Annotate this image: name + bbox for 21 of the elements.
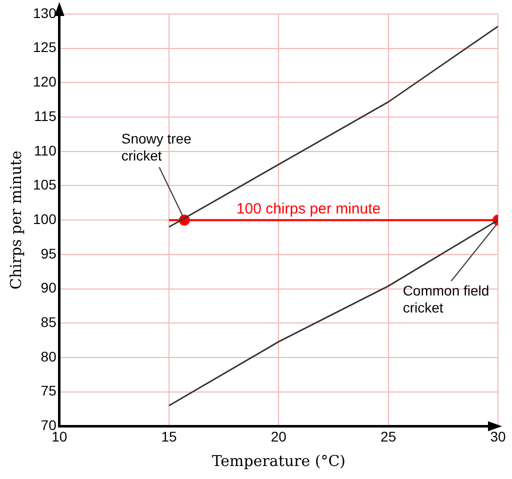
y-tick-label: 85 [40, 314, 57, 330]
y-tick-label: 120 [33, 74, 57, 90]
y-tick-label: 100 [33, 210, 57, 227]
y-axis-title: Chirps per minute [6, 150, 25, 290]
y-tick-label: 125 [33, 39, 57, 56]
series-label: 100 chirps per minute [236, 200, 381, 218]
x-tick-label: 20 [270, 428, 287, 444]
annotation: Snowy tree cricket [121, 130, 192, 164]
y-tick-label: 115 [34, 108, 57, 124]
x-tick-label: 15 [161, 428, 178, 444]
x-tick-label: 25 [380, 428, 396, 444]
y-tick-label: 130 [33, 4, 57, 21]
annotation: Common field cricket [402, 282, 490, 316]
y-tick-label: 105 [33, 176, 57, 193]
y-tick-label: 95 [40, 245, 57, 262]
x-axis-title: Temperature (°C) [212, 452, 346, 470]
x-tick-label: 30 [490, 428, 506, 444]
y-tick-label: 75 [40, 382, 57, 399]
y-tick-label: 80 [40, 348, 57, 364]
y-tick-label: 90 [40, 280, 57, 296]
y-tick-label: 110 [34, 142, 57, 158]
